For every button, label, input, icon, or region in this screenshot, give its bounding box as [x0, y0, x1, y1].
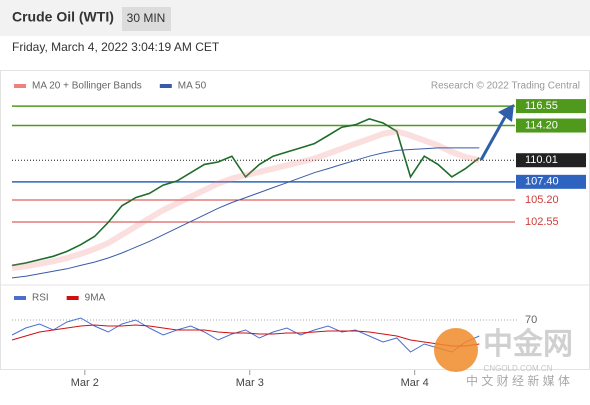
series-line [11, 128, 480, 271]
level-label: 105.20 [525, 194, 559, 206]
legend-swatch [159, 84, 172, 88]
legend-label: MA 20 + Bollinger Bands [32, 81, 142, 92]
series-line [11, 317, 480, 353]
legend-label: 9MA [85, 293, 106, 304]
level-label: 102.55 [525, 216, 559, 228]
y-tick-label: 70 [525, 314, 537, 326]
legend-swatch [66, 296, 79, 300]
watermark-slogan: 中 文 财 经 新 媒 体 [466, 373, 570, 388]
watermark-site: CNGOLD.COM.CN [484, 364, 553, 373]
legend-label: RSI [32, 293, 49, 304]
header-band [0, 0, 590, 36]
level-box [516, 118, 586, 133]
timeframe-box[interactable] [122, 7, 171, 31]
legend-swatch [14, 84, 26, 88]
legend-label: MA 50 [178, 81, 207, 92]
series-line [11, 118, 480, 267]
watermark-logo [434, 328, 478, 372]
level-label: 116.55 [525, 100, 558, 112]
title: Crude Oil (WTI) [12, 9, 114, 25]
watermark: 中金网 CNGOLD.COM.CN 中 文 财 经 新 媒 体 [434, 327, 573, 388]
series-line [11, 147, 480, 279]
credit: Research © 2022 Trading Central [431, 81, 580, 92]
level-label: 114.20 [525, 119, 558, 131]
trend-arrow [479, 116, 507, 161]
frame [0, 70, 590, 370]
x-tick-label: Mar 2 [71, 377, 99, 389]
level-label: 110.01 [525, 154, 558, 166]
legend-swatch [14, 296, 26, 300]
level-box [516, 174, 586, 189]
trend-arrow-head [498, 104, 514, 122]
x-tick-label: Mar 3 [236, 377, 264, 389]
timeframe[interactable]: 30 MIN [127, 11, 166, 25]
watermark-brand: 中金网 [483, 327, 573, 361]
x-tick-label: Mar 4 [401, 377, 429, 389]
level-box [516, 99, 586, 114]
series-line [11, 324, 480, 347]
level-box [516, 153, 586, 168]
level-label: 107.40 [525, 176, 559, 188]
date: Friday, March 4, 2022 3:04:19 AM CET [12, 40, 220, 54]
